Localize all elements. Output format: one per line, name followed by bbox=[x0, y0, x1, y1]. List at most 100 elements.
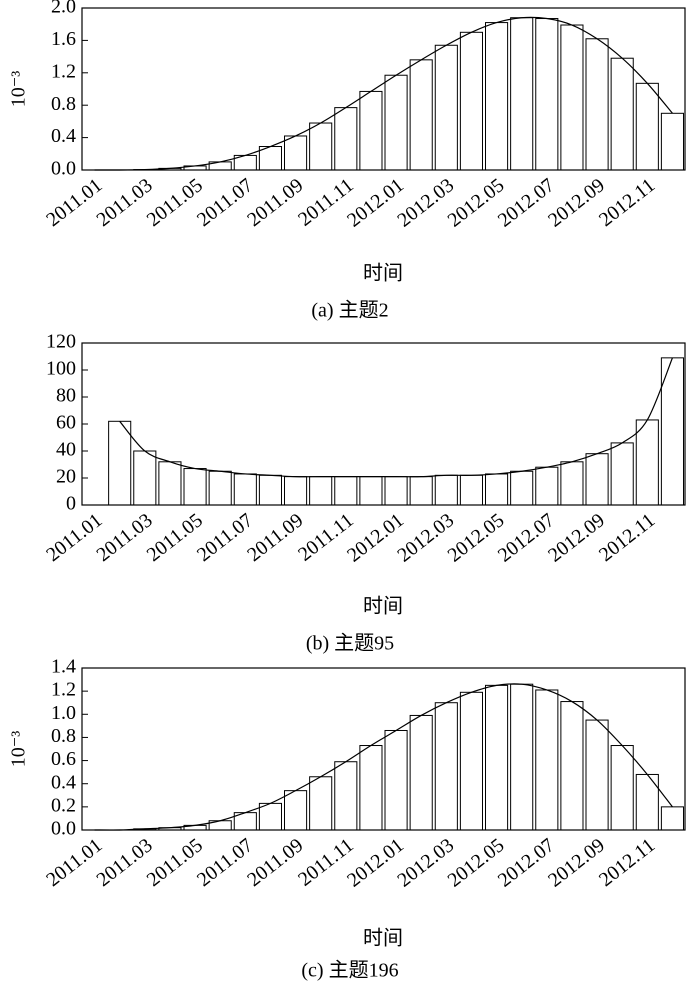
x-tick-label: 2012.01 bbox=[343, 834, 408, 891]
bar bbox=[133, 450, 157, 506]
bar bbox=[535, 18, 559, 171]
bar bbox=[409, 714, 433, 831]
bar bbox=[108, 420, 132, 506]
fit-curve bbox=[119, 357, 673, 478]
x-tick-label: 2011.07 bbox=[193, 174, 257, 231]
fit-curve bbox=[94, 683, 673, 831]
x-tick-label: 2012.11 bbox=[595, 174, 659, 231]
x-tick-label: 2011.09 bbox=[243, 834, 307, 891]
bar bbox=[585, 453, 609, 506]
bar bbox=[560, 461, 584, 506]
x-tick-label: 2012.09 bbox=[544, 174, 609, 231]
x-tick-label: 2011.07 bbox=[193, 509, 257, 566]
bar bbox=[409, 476, 433, 506]
bar bbox=[585, 719, 609, 831]
bar bbox=[434, 44, 458, 171]
bar bbox=[510, 470, 534, 506]
x-tick-label: 2011.01 bbox=[42, 174, 106, 231]
bar bbox=[610, 745, 634, 831]
fit-curve bbox=[94, 16, 673, 171]
bar bbox=[510, 17, 534, 171]
x-tick-label: 2012.05 bbox=[444, 174, 509, 231]
bar bbox=[309, 476, 333, 506]
x-tick-label: 2012.03 bbox=[393, 174, 458, 231]
bar bbox=[334, 476, 358, 506]
bar bbox=[334, 761, 358, 831]
x-tick-label: 2011.01 bbox=[42, 834, 106, 891]
y-tick-label: 100 bbox=[46, 358, 76, 380]
bar bbox=[334, 107, 358, 171]
x-tick-label: 2011.05 bbox=[143, 509, 207, 566]
x-tick-label: 2011.03 bbox=[93, 174, 157, 231]
bar bbox=[208, 470, 232, 506]
x-tick-label: 2012.03 bbox=[393, 509, 458, 566]
x-tick-label: 2011.03 bbox=[93, 834, 157, 891]
bar bbox=[284, 790, 308, 831]
bar bbox=[434, 702, 458, 831]
y-tick-label: 0.8 bbox=[51, 93, 76, 115]
y-tick-label: 1.6 bbox=[51, 28, 76, 50]
plot-frame bbox=[81, 342, 686, 506]
y-tick-label: 1.4 bbox=[51, 656, 76, 678]
y-tick-label: 1.0 bbox=[51, 702, 76, 724]
y-tick-label: 1.2 bbox=[51, 679, 76, 701]
y-tick-label: 1.2 bbox=[51, 60, 76, 82]
bar bbox=[258, 802, 282, 831]
x-tick-label: 2012.11 bbox=[595, 509, 659, 566]
bar bbox=[660, 112, 684, 171]
y-tick-label: 80 bbox=[56, 385, 76, 407]
bar bbox=[560, 701, 584, 831]
plot-frame bbox=[81, 7, 686, 171]
y-tick-label: 0.4 bbox=[51, 771, 76, 793]
bar bbox=[258, 474, 282, 506]
bar bbox=[660, 806, 684, 831]
bar bbox=[535, 466, 559, 506]
y-tick-label: 0.4 bbox=[51, 125, 76, 147]
bar bbox=[635, 773, 659, 831]
y-tick-label: 2.0 bbox=[51, 0, 76, 18]
x-axis-label: 时间 bbox=[363, 595, 403, 618]
y-axis-label: 10⁻³ bbox=[8, 71, 30, 108]
x-axis-label: 时间 bbox=[363, 927, 403, 950]
bar bbox=[635, 419, 659, 506]
bar bbox=[485, 473, 509, 506]
bar bbox=[183, 468, 207, 506]
y-tick-label: 0.6 bbox=[51, 748, 76, 770]
x-tick-label: 2012.07 bbox=[494, 834, 559, 891]
y-tick-label: 0.0 bbox=[51, 818, 76, 840]
bar bbox=[535, 689, 559, 831]
bar bbox=[610, 442, 634, 506]
x-tick-label: 2012.01 bbox=[343, 174, 408, 231]
bar bbox=[384, 476, 408, 506]
bar bbox=[309, 122, 333, 171]
y-tick-label: 0.2 bbox=[51, 794, 76, 816]
caption: (c) 主题196 bbox=[301, 959, 398, 982]
x-tick-label: 2012.07 bbox=[494, 174, 559, 231]
x-axis-label: 时间 bbox=[363, 262, 403, 285]
bar bbox=[510, 683, 534, 831]
y-axis-label: 10⁻³ bbox=[8, 731, 30, 768]
x-tick-label: 2012.03 bbox=[393, 834, 458, 891]
y-tick-label: 40 bbox=[56, 439, 76, 461]
bar bbox=[158, 461, 182, 506]
bar bbox=[635, 82, 659, 171]
x-tick-label: 2011.05 bbox=[143, 174, 207, 231]
bar bbox=[459, 474, 483, 506]
y-tick-label: 0.8 bbox=[51, 725, 76, 747]
caption: (a) 主题2 bbox=[311, 299, 388, 322]
bar bbox=[284, 476, 308, 506]
bar bbox=[384, 729, 408, 831]
caption: (b) 主题95 bbox=[306, 632, 394, 655]
bar bbox=[284, 135, 308, 171]
y-tick-label: 20 bbox=[56, 466, 76, 488]
x-tick-label: 2011.09 bbox=[243, 509, 307, 566]
bar bbox=[409, 59, 433, 171]
x-tick-label: 2011.01 bbox=[42, 509, 106, 566]
x-tick-label: 2011.09 bbox=[243, 174, 307, 231]
y-tick-label: 60 bbox=[56, 412, 76, 434]
bar bbox=[233, 473, 257, 506]
bar bbox=[359, 90, 383, 171]
bar bbox=[359, 745, 383, 831]
x-tick-label: 2011.03 bbox=[93, 509, 157, 566]
